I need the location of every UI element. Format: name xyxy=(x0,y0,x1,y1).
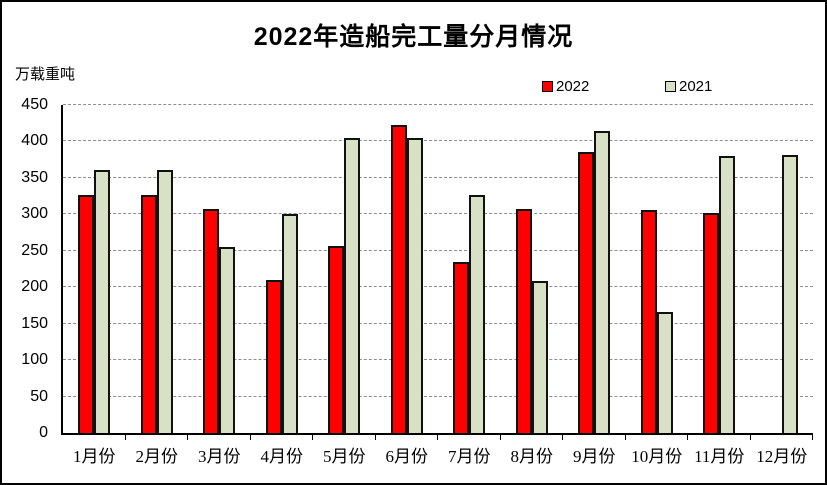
gridline-350 xyxy=(63,176,813,178)
bar-2022-7月份 xyxy=(453,261,470,433)
bar-2021-10月份 xyxy=(656,312,673,433)
x-tick-mark-9 xyxy=(624,435,626,440)
y-tick-label-200: 200 xyxy=(21,278,48,296)
x-tick-mark-4 xyxy=(312,435,313,440)
gridline-300 xyxy=(63,213,813,215)
bar-2022-3月份 xyxy=(203,209,220,433)
y-tick-label-450: 450 xyxy=(21,96,48,113)
gridline-250 xyxy=(63,249,813,251)
plot-area xyxy=(61,104,813,435)
legend-item-2022: 2022 xyxy=(542,77,590,95)
bar-2022-2月份 xyxy=(140,195,157,433)
y-tick-label-250: 250 xyxy=(21,241,48,259)
x-tick-label-2月份: 2月份 xyxy=(135,447,179,466)
bar-2021-12月份 xyxy=(781,155,798,433)
legend-label-2022: 2022 xyxy=(556,77,590,95)
gridline-50 xyxy=(63,395,813,397)
bar-2022-5月份 xyxy=(328,246,345,433)
bar-2021-9月份 xyxy=(594,131,611,433)
x-tick-mark-7 xyxy=(499,435,501,440)
bar-2021-7月份 xyxy=(469,195,486,433)
legend-item-2021: 2021 xyxy=(665,77,713,95)
x-tick-mark-10 xyxy=(687,435,688,440)
x-tick-mark-11 xyxy=(749,435,751,440)
bar-2021-3月份 xyxy=(219,247,236,433)
x-tick-mark-6 xyxy=(437,435,438,440)
bar-2021-1月份 xyxy=(94,169,111,433)
x-tick-label-12月份: 12月份 xyxy=(756,447,808,466)
x-tick-label-3月份: 3月份 xyxy=(198,447,241,466)
x-tick-label-7月份: 7月份 xyxy=(448,447,491,466)
bar-2022-8月份 xyxy=(515,209,532,433)
gridline-400 xyxy=(63,140,813,142)
bar-2022-6月份 xyxy=(390,125,407,433)
gridline-450 xyxy=(63,104,813,105)
bar-2022-1月份 xyxy=(78,195,95,433)
y-tick-label-50: 50 xyxy=(30,387,48,405)
gridline-200 xyxy=(63,286,813,288)
x-tick-label-9月份: 9月份 xyxy=(573,447,616,466)
bar-2022-10月份 xyxy=(640,209,657,433)
legend-swatch-2021 xyxy=(665,80,676,92)
gridline-150 xyxy=(63,322,813,324)
x-tick-mark-5 xyxy=(374,435,376,440)
bar-2021-2月份 xyxy=(156,169,173,433)
bar-2021-5月份 xyxy=(344,137,361,433)
bar-2021-11月份 xyxy=(719,156,736,433)
bar-2021-4月份 xyxy=(281,213,298,433)
x-tick-label-5月份: 5月份 xyxy=(323,447,366,466)
bar-2022-9月份 xyxy=(578,151,595,433)
y-tick-label-300: 300 xyxy=(21,205,48,223)
x-tick-mark-2 xyxy=(187,435,188,440)
bar-2021-8月份 xyxy=(531,280,548,433)
y-tick-label-400: 400 xyxy=(21,132,48,150)
x-tick-label-10月份: 10月份 xyxy=(631,447,683,466)
chart-title: 2022年造船完工量分月情况 xyxy=(253,23,574,51)
legend-label-2021: 2021 xyxy=(679,77,713,95)
bar-2021-6月份 xyxy=(406,137,423,433)
y-tick-label-100: 100 xyxy=(21,351,48,369)
x-tick-label-4月份: 4月份 xyxy=(260,447,304,466)
bar-2022-11月份 xyxy=(703,212,720,433)
gridline-100 xyxy=(63,359,813,361)
x-tick-mark-3 xyxy=(249,435,251,440)
bar-2022-4月份 xyxy=(265,279,282,433)
x-tick-label-8月份: 8月份 xyxy=(510,447,554,466)
x-tick-label-11月份: 11月份 xyxy=(694,447,745,466)
x-tick-mark-1 xyxy=(124,435,126,440)
y-tick-label-0: 0 xyxy=(39,424,48,441)
x-tick-mark-8 xyxy=(562,435,563,440)
y-tick-label-150: 150 xyxy=(21,314,48,332)
x-tick-label-1月份: 1月份 xyxy=(73,447,116,466)
y-tick-label-350: 350 xyxy=(21,168,48,186)
legend: 2022 2021 xyxy=(2,77,825,95)
legend-swatch-2022 xyxy=(542,80,553,92)
x-tick-label-6月份: 6月份 xyxy=(385,447,429,466)
y-axis-unit-label: 万载重吨 xyxy=(15,67,76,83)
x-tick-mark-12 xyxy=(812,435,813,440)
